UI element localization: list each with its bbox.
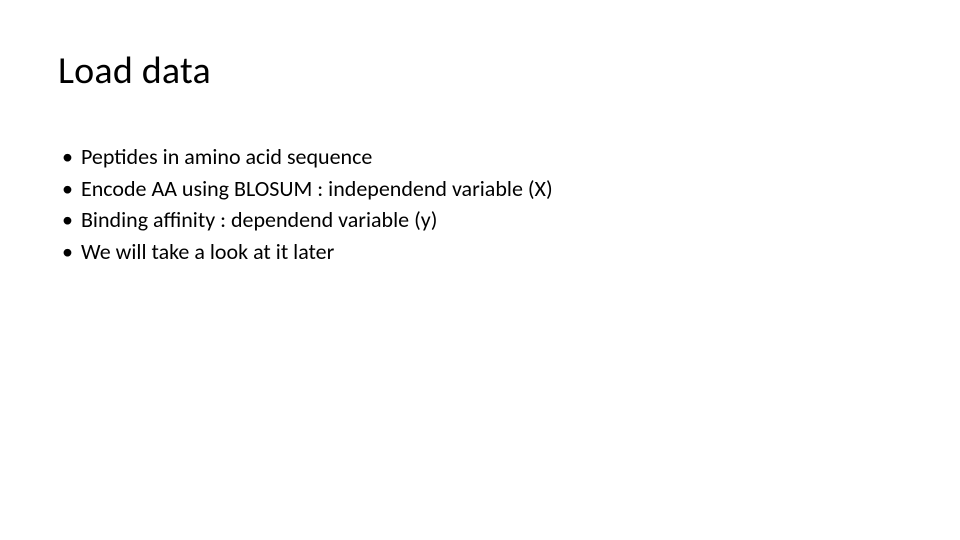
list-item: • Binding affinity : dependend variable … [62,205,902,235]
slide-title: Load data [58,48,902,94]
bullet-marker-icon: • [62,142,73,172]
list-item: • Peptides in amino acid sequence [62,142,902,172]
bullet-marker-icon: • [62,205,73,235]
bullet-marker-icon: • [62,237,73,267]
bullet-text: We will take a look at it later [81,237,902,267]
slide-container: Load data • Peptides in amino acid seque… [0,0,960,540]
bullet-text: Peptides in amino acid sequence [81,142,902,172]
bullet-text: Encode AA using BLOSUM : independend var… [81,174,902,204]
bullet-marker-icon: • [62,174,73,204]
bullet-list: • Peptides in amino acid sequence • Enco… [58,142,902,267]
list-item: • We will take a look at it later [62,237,902,267]
list-item: • Encode AA using BLOSUM : independend v… [62,174,902,204]
bullet-text: Binding affinity : dependend variable (y… [81,205,902,235]
